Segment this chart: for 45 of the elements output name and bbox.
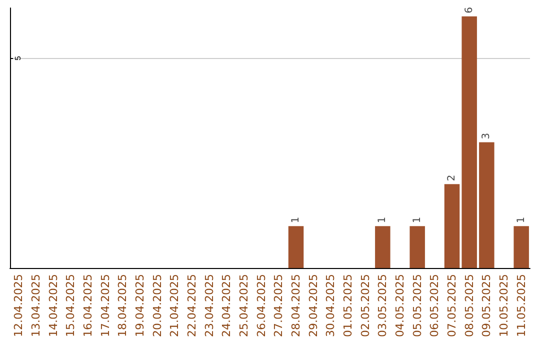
y-tick-label: 5 — [14, 56, 22, 61]
x-tick-label: 10.05.2025 — [498, 274, 510, 338]
bar — [462, 16, 477, 268]
x-tick-label: 21.04.2025 — [168, 274, 182, 338]
x-tick-label: 26.04.2025 — [254, 274, 268, 338]
x-tick-label: 06.05.2025 — [428, 274, 442, 338]
x-tick-label: 25.04.2025 — [238, 274, 250, 338]
bar — [375, 226, 390, 268]
bar — [514, 226, 529, 268]
x-tick-label: 23.04.2025 — [202, 274, 216, 338]
x-tick-label: 28.04.2025 — [290, 274, 302, 338]
x-tick-label: 30.04.2025 — [324, 274, 338, 338]
x-tick-label: 07.05.2025 — [446, 274, 458, 338]
x-tick-label: 14.04.2025 — [46, 274, 60, 338]
x-tick-label: 02.05.2025 — [358, 274, 372, 338]
bar — [410, 226, 425, 268]
data-label: 1 — [412, 216, 423, 224]
x-tick-label: 13.04.2025 — [30, 274, 42, 338]
x-tick-label: 29.04.2025 — [306, 274, 320, 338]
x-tick-label: 24.04.2025 — [220, 274, 234, 338]
x-tick-label: 01.05.2025 — [342, 274, 354, 338]
x-tick-label: 09.05.2025 — [480, 274, 494, 338]
data-label: 1 — [377, 216, 388, 224]
x-tick-label: 18.04.2025 — [116, 274, 130, 338]
data-label: 6 — [464, 7, 475, 14]
x-tick-label: 16.04.2025 — [82, 274, 94, 338]
bar — [444, 184, 460, 268]
bar — [288, 226, 304, 268]
bar — [479, 142, 494, 268]
x-tick-label: 11.05.2025 — [514, 274, 528, 338]
x-tick-label: 03.05.2025 — [376, 274, 390, 338]
x-tick-label: 15.04.2025 — [64, 274, 78, 338]
data-label: 1 — [290, 216, 302, 224]
data-label: 1 — [516, 216, 527, 224]
x-tick-label: 08.05.2025 — [462, 274, 476, 338]
x-tick-label: 22.04.2025 — [186, 274, 198, 338]
x-tick-label: 20.04.2025 — [150, 274, 164, 338]
x-tick-label: 19.04.2025 — [134, 274, 146, 338]
x-tick-label: 17.04.2025 — [98, 274, 112, 338]
data-label: 3 — [481, 132, 492, 140]
x-tick-label: 04.05.2025 — [394, 274, 406, 338]
x-tick-label: 12.04.2025 — [12, 274, 26, 338]
data-label: 2 — [446, 174, 458, 182]
x-tick-label: 05.05.2025 — [410, 274, 424, 338]
x-tick-label: 27.04.2025 — [272, 274, 286, 338]
